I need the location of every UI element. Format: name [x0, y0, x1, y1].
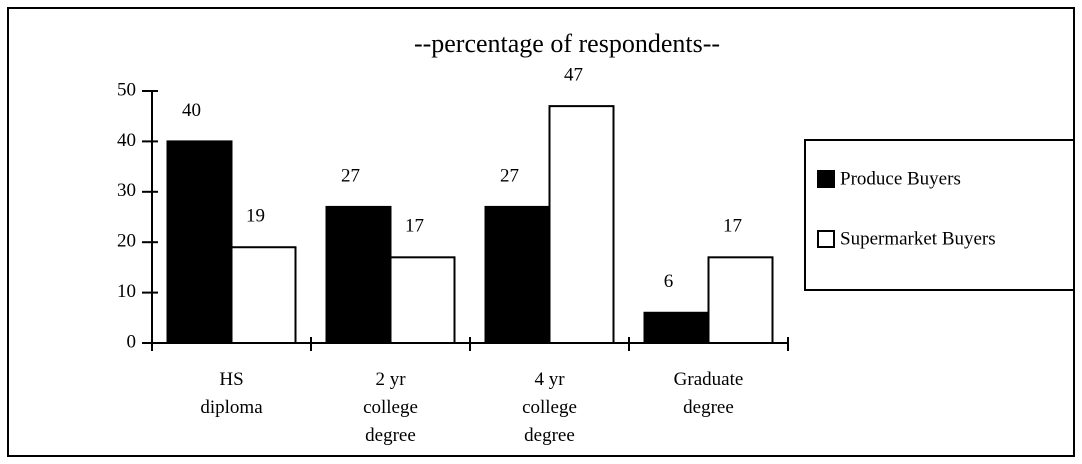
bar	[230, 246, 297, 345]
y-tick-label: 50	[117, 79, 136, 100]
y-tick-label: 40	[117, 130, 136, 151]
bar	[325, 205, 392, 344]
legend-label: Produce Buyers	[840, 168, 961, 189]
data-label: 19	[246, 206, 265, 227]
data-label: 17	[405, 216, 424, 237]
x-tick-label: Graduate degree	[674, 369, 744, 418]
bar	[484, 205, 551, 344]
data-label: 17	[723, 216, 742, 237]
legend-box	[804, 139, 1075, 291]
y-tick-label: 30	[117, 180, 136, 201]
chart-title: --percentage of respondents--	[414, 29, 720, 58]
data-label: 47	[564, 64, 583, 85]
y-tick-label: 0	[127, 331, 137, 352]
legend-swatch	[817, 230, 835, 248]
bar	[548, 105, 615, 345]
y-tick-label: 20	[117, 231, 136, 252]
data-label: 27	[500, 165, 519, 186]
bar	[643, 311, 710, 345]
y-tick-label: 10	[117, 281, 136, 302]
x-tick-label: 4 yr college degree	[522, 369, 577, 446]
data-label: 40	[182, 100, 201, 121]
x-tick-label: 2 yr college degree	[363, 369, 418, 446]
legend-swatch	[817, 170, 835, 188]
bar	[166, 140, 233, 344]
bar	[389, 256, 456, 345]
data-label: 27	[341, 165, 360, 186]
x-tick-label: HS diploma	[200, 369, 263, 418]
data-label: 6	[664, 271, 674, 292]
bar	[707, 256, 774, 345]
legend-label: Supermarket Buyers	[840, 228, 996, 249]
